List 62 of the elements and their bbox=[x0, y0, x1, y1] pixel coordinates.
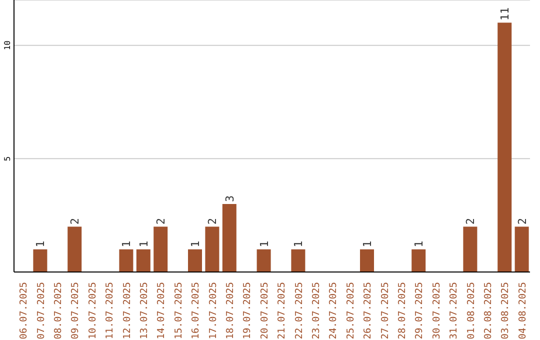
x-tick-label: 09.07.2025 bbox=[70, 282, 82, 340]
bar bbox=[463, 226, 478, 272]
x-tick-label: 14.07.2025 bbox=[156, 282, 168, 340]
bar bbox=[514, 226, 529, 272]
data-label: 2 bbox=[516, 218, 529, 225]
x-tick-label: 03.08.2025 bbox=[500, 282, 512, 340]
bar bbox=[412, 249, 426, 272]
bar bbox=[205, 226, 220, 272]
bar bbox=[68, 226, 82, 272]
x-tick-label: 31.07.2025 bbox=[448, 282, 460, 340]
x-tick-label: 21.07.2025 bbox=[276, 282, 288, 340]
data-label: 1 bbox=[412, 240, 426, 248]
x-tick-label: 15.07.2025 bbox=[173, 282, 184, 340]
data-label: 1 bbox=[34, 240, 48, 248]
data-label: 1 bbox=[137, 240, 150, 248]
x-tick-label: 19.07.2025 bbox=[242, 282, 254, 340]
data-label: 11 bbox=[498, 7, 512, 21]
x-tick-label: 27.07.2025 bbox=[380, 282, 391, 340]
x-tick-label: 20.07.2025 bbox=[259, 282, 270, 340]
x-tick-label: 23.07.2025 bbox=[311, 282, 322, 340]
y-tick-label: 10 bbox=[3, 40, 12, 50]
bar bbox=[256, 249, 271, 272]
x-tick-label: 25.07.2025 bbox=[345, 282, 356, 340]
x-tick-label: 01.08.2025 bbox=[466, 282, 477, 340]
x-tick-label: 28.07.2025 bbox=[397, 282, 408, 340]
data-label: 1 bbox=[120, 240, 134, 248]
x-tick-label: 06.07.2025 bbox=[18, 282, 30, 340]
bar bbox=[154, 226, 168, 272]
x-tick-label: 10.07.2025 bbox=[87, 282, 98, 340]
x-tick-label: 08.07.2025 bbox=[53, 282, 64, 340]
x-tick-label: 16.07.2025 bbox=[190, 282, 202, 340]
bar bbox=[222, 204, 236, 272]
bar bbox=[498, 22, 512, 272]
x-tick-label: 17.07.2025 bbox=[208, 282, 219, 340]
data-label: 1 bbox=[189, 240, 202, 248]
x-tick-label: 24.07.2025 bbox=[328, 282, 340, 340]
x-tick-label: 02.08.2025 bbox=[483, 282, 494, 340]
data-label: 2 bbox=[464, 218, 478, 225]
data-label: 2 bbox=[154, 218, 168, 225]
x-tick-label: 18.07.2025 bbox=[225, 282, 236, 340]
bar bbox=[360, 249, 374, 272]
data-label: 1 bbox=[292, 240, 306, 248]
bar bbox=[119, 249, 134, 272]
x-tick-label: 13.07.2025 bbox=[139, 282, 150, 340]
bar bbox=[291, 249, 306, 272]
x-tick-label: 29.07.2025 bbox=[414, 282, 426, 340]
data-label: 1 bbox=[361, 240, 374, 248]
bar bbox=[33, 249, 48, 272]
data-label: 1 bbox=[258, 240, 271, 248]
data-label: 2 bbox=[68, 218, 82, 225]
x-tick-label: 04.08.2025 bbox=[517, 282, 528, 340]
x-tick-label: 26.07.2025 bbox=[362, 282, 374, 340]
x-tick-label: 07.07.2025 bbox=[36, 282, 47, 340]
x-tick-label: 22.07.2025 bbox=[294, 282, 305, 340]
y-tick-label: 5 bbox=[3, 156, 12, 162]
x-tick-label: 11.07.2025 bbox=[104, 282, 116, 340]
data-label: 2 bbox=[206, 218, 220, 225]
x-tick-label: 30.07.2025 bbox=[431, 282, 442, 340]
data-label: 3 bbox=[223, 195, 236, 202]
bar bbox=[188, 249, 202, 272]
x-tick-label: 12.07.2025 bbox=[122, 282, 133, 340]
bar bbox=[136, 249, 150, 272]
